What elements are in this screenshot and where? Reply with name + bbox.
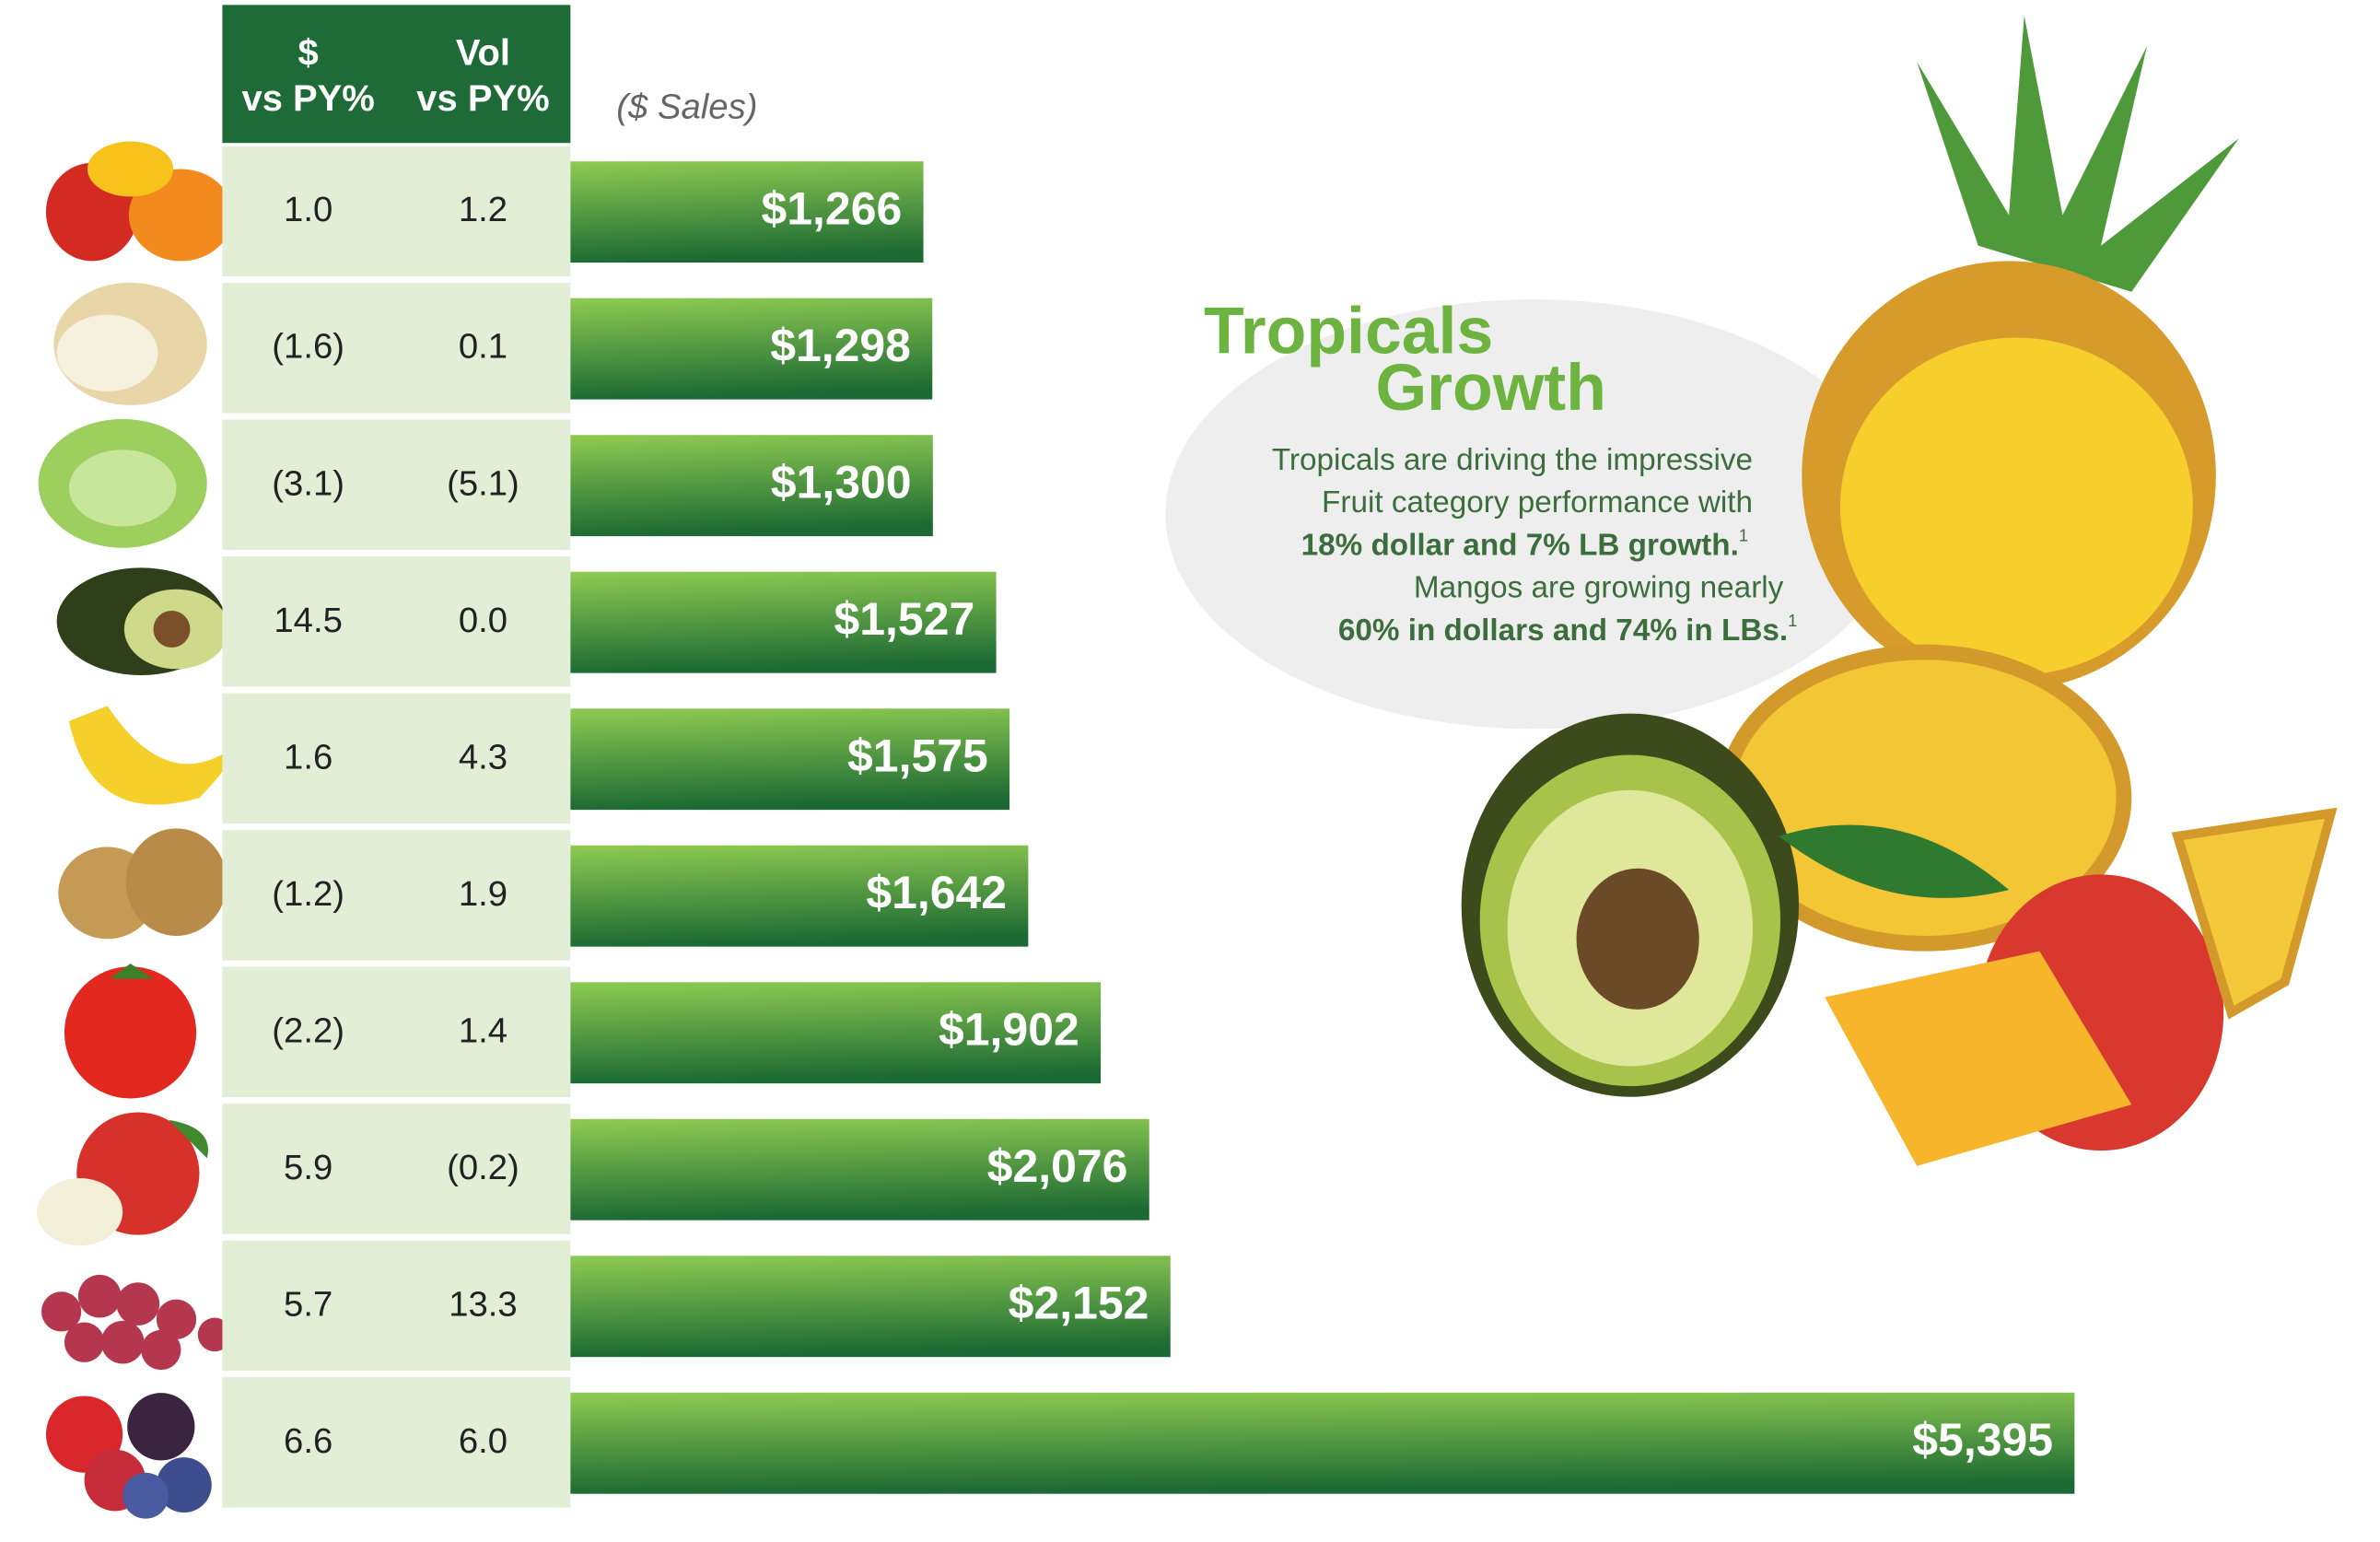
table-row <box>222 1240 571 1372</box>
table-cell: 1.6 <box>284 737 332 777</box>
callout-line: Tropicals are driving the impressive <box>1272 443 1753 477</box>
callout-line: Mangos are growing nearly <box>1414 571 1784 605</box>
value-label: $1,300 <box>771 456 912 508</box>
table-cell: (3.1) <box>272 463 344 503</box>
table-cell: 4.3 <box>459 737 508 777</box>
table-cell: 5.7 <box>284 1284 332 1324</box>
bar <box>570 708 1010 811</box>
callout-line: 18% dollar and 7% LB growth.1 <box>1301 525 1748 562</box>
bar <box>570 161 924 263</box>
table-row <box>222 693 571 824</box>
table-cell: (1.6) <box>272 327 344 367</box>
value-label: $1,527 <box>834 593 975 645</box>
callout-bubble <box>1165 299 1902 730</box>
callout-title: Tropicals <box>1204 294 1493 368</box>
footnote-marker: 1 <box>1739 525 1748 544</box>
table-cell: (2.2) <box>272 1010 344 1050</box>
table-row <box>222 1104 571 1234</box>
table-cell: 6.0 <box>459 1421 508 1461</box>
bar <box>570 435 933 537</box>
table-cell: (1.2) <box>272 874 344 914</box>
bar <box>570 1256 1171 1358</box>
value-label: $2,152 <box>1009 1277 1149 1328</box>
value-label: $1,575 <box>847 730 988 781</box>
value-label: $1,902 <box>939 1003 1079 1055</box>
table-row <box>222 966 571 1098</box>
table-row <box>222 419 571 551</box>
table-cell: 1.0 <box>284 190 332 229</box>
callout-line: 60% in dollars and 74% in LBs.1 <box>1338 611 1797 648</box>
bar <box>570 1392 2075 1494</box>
bar <box>570 1118 1149 1221</box>
bar <box>570 571 997 673</box>
footnote-marker: 1 <box>1788 611 1797 630</box>
table-row <box>222 1377 571 1508</box>
value-label: $1,642 <box>866 867 1007 918</box>
callout-text: Fruit category performance with <box>1322 485 1753 520</box>
value-label: $2,076 <box>987 1140 1128 1192</box>
chart-subtitle: ($ Sales) <box>616 88 757 127</box>
table-cell: (5.1) <box>447 463 519 503</box>
callout-text: Tropicals are driving the impressive <box>1272 443 1753 477</box>
table-cell: 5.9 <box>284 1148 332 1187</box>
table-cell: 0.1 <box>459 327 508 367</box>
table-cell: 0.0 <box>459 601 508 640</box>
table-row <box>222 830 571 961</box>
callout-title: Growth <box>1375 351 1606 425</box>
table-cell: 1.2 <box>459 190 508 229</box>
callout-text: Mangos are growing nearly <box>1414 571 1784 605</box>
column-header: vs PY% <box>416 78 549 119</box>
table-cell: 14.5 <box>274 601 343 640</box>
bar <box>570 845 1029 947</box>
column-header: vs PY% <box>241 78 374 119</box>
bar <box>570 298 933 400</box>
table-cell: 6.6 <box>284 1421 332 1461</box>
value-label: $5,395 <box>1912 1414 2053 1466</box>
value-label: $1,266 <box>762 182 903 234</box>
table-cell: (0.2) <box>447 1148 519 1187</box>
table-row <box>222 556 571 687</box>
produce-icons <box>36 141 239 1519</box>
table-row <box>222 283 571 414</box>
table-cell: 1.9 <box>459 874 508 914</box>
table-header <box>222 5 571 144</box>
value-label: $1,298 <box>770 320 911 371</box>
column-header: $ <box>298 32 319 73</box>
tropical-fruit-illustration <box>1461 16 2338 1166</box>
bar <box>570 982 1102 1084</box>
callout-text: 60% in dollars and 74% in LBs. <box>1338 613 1788 648</box>
column-header: Vol <box>456 32 510 73</box>
callout-text: 18% dollar and 7% LB growth. <box>1301 528 1739 562</box>
callout-line: Fruit category performance with <box>1322 485 1753 520</box>
table-row <box>222 146 571 277</box>
table-cell: 13.3 <box>449 1284 518 1324</box>
table-cell: 1.4 <box>459 1010 508 1050</box>
